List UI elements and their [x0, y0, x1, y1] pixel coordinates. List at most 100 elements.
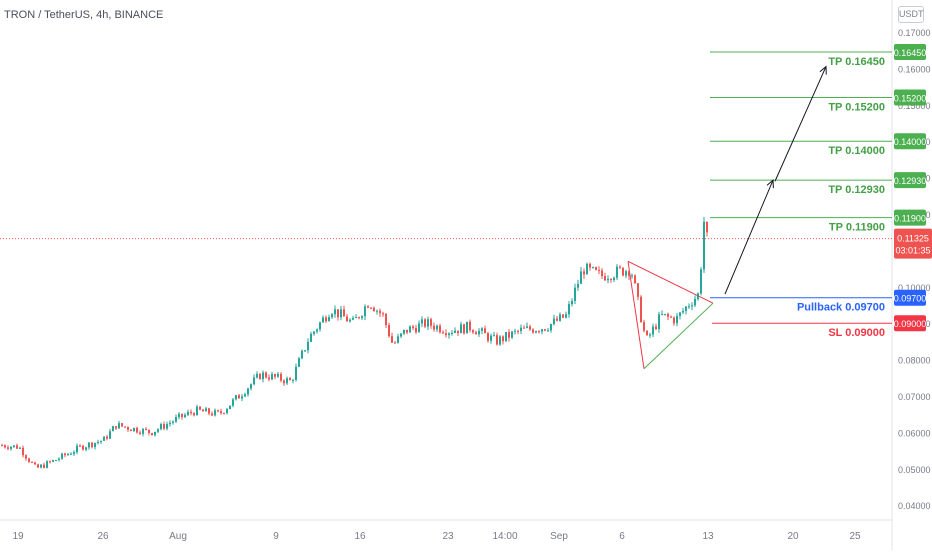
candle-up [241, 396, 243, 399]
candle-up [355, 316, 357, 319]
candle-down [382, 313, 384, 315]
projection-arrow-1 [724, 179, 774, 295]
countdown-text: 03:01:35 [895, 246, 930, 256]
candle-up [97, 441, 99, 443]
time-tick-label: 14:00 [492, 531, 517, 542]
candle-up [103, 436, 105, 441]
candle-up [112, 426, 114, 432]
candle-up [514, 330, 516, 332]
candle-up [85, 447, 87, 450]
level-price-tag [894, 315, 926, 332]
candle-up [577, 283, 579, 288]
candle-down [337, 309, 339, 318]
candle-up [262, 372, 264, 380]
candle-down [469, 321, 471, 331]
candle-up [10, 446, 12, 449]
candle-down [640, 296, 642, 323]
candle-down [463, 324, 465, 334]
candle-down [82, 445, 84, 450]
candle-down [106, 436, 108, 439]
candle-up [427, 319, 429, 327]
candle-down [220, 411, 222, 414]
candle-up [376, 310, 378, 312]
candle-up [691, 305, 693, 307]
candle-up [340, 309, 342, 318]
candle-down [424, 319, 426, 327]
candle-down [34, 462, 36, 465]
candle-up [550, 323, 552, 331]
candle-down [16, 445, 18, 449]
candle-down [502, 336, 504, 342]
candle-up [331, 314, 333, 318]
time-tick-label: 13 [702, 531, 714, 542]
price-tick-label: 0.04000 [898, 501, 931, 511]
candle-down [670, 316, 672, 318]
level-price-tag-text: 0.09700 [894, 294, 927, 304]
candle-up [142, 428, 144, 434]
candles [1, 216, 708, 469]
candle-down [199, 406, 201, 410]
candle-down [121, 423, 123, 427]
candle-down [208, 408, 210, 414]
price-tick-label: 0.15000 [898, 101, 931, 111]
candle-up [364, 306, 366, 317]
candle-up [688, 306, 690, 308]
candle-up [616, 266, 618, 278]
candle-up [574, 287, 576, 302]
candle-up [310, 333, 312, 342]
candle-up [286, 378, 288, 384]
candle-down [538, 331, 540, 333]
candle-up [352, 318, 354, 320]
candle-up [568, 304, 570, 315]
candle-down [190, 411, 192, 414]
candle-down [373, 307, 375, 312]
candle-down [325, 317, 327, 322]
candle-up [451, 332, 453, 334]
candle-down [259, 373, 261, 380]
currency-unit-button[interactable]: USDT [898, 6, 924, 23]
candle-down [496, 335, 498, 345]
candle-up [172, 421, 174, 423]
candle-up [307, 341, 309, 351]
candle-up [247, 388, 249, 395]
level-label-tp: TP 0.14000 [828, 145, 885, 157]
last-price-tag [894, 228, 932, 259]
candle-up [664, 313, 666, 315]
candle-down [130, 429, 132, 432]
time-axis[interactable]: 19 26 Aug 9 16 23 14:00 Sep 6 13 20 25 [12, 531, 861, 542]
candle-up [649, 334, 651, 336]
candle-up [403, 329, 405, 334]
candle-down [628, 271, 630, 276]
candle-down [673, 317, 675, 324]
level-price-tag-text: 0.14000 [894, 137, 927, 147]
candle-down [148, 429, 150, 434]
candle-down [601, 270, 603, 277]
candle-up [187, 411, 189, 415]
candle-down [517, 330, 519, 332]
candle-down [268, 377, 270, 380]
candle-down [472, 330, 474, 333]
price-tick-label: 0.07000 [898, 392, 931, 402]
candle-down [280, 373, 282, 381]
candle-up [400, 333, 402, 337]
candle-down [151, 433, 153, 436]
candle-down [385, 313, 387, 326]
candle-down [379, 310, 381, 314]
candle-down [457, 330, 459, 334]
level-price-tag [894, 44, 926, 61]
candle-down [28, 458, 30, 462]
candle-up [313, 331, 315, 334]
candle-down [145, 428, 147, 430]
candle-up [295, 366, 297, 381]
candle-up [511, 331, 513, 338]
candle-down [4, 445, 6, 448]
candle-down [274, 374, 276, 377]
candle-down [523, 327, 525, 329]
candle-up [13, 445, 15, 447]
projection-arrow-2-head [819, 65, 827, 75]
candle-up [169, 422, 171, 425]
candle-up [535, 331, 537, 333]
candle-down [283, 380, 285, 384]
time-tick-label: Sep [550, 531, 568, 542]
